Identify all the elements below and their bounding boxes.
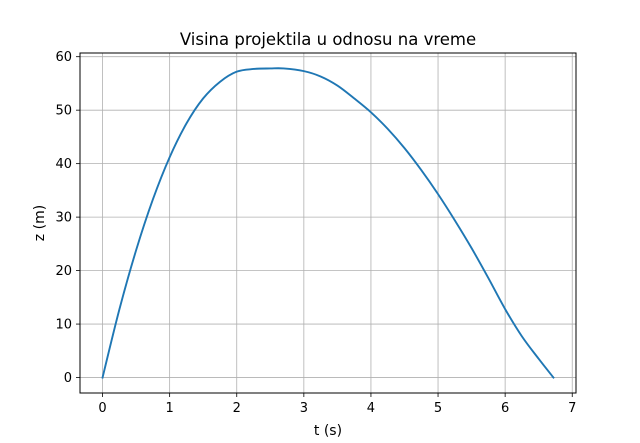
x-axis: 0 1 2 3 4 5 6 7 bbox=[98, 393, 576, 416]
x-tick-label: 0 bbox=[98, 401, 106, 416]
x-tick-label: 1 bbox=[166, 401, 174, 416]
x-tick-label: 4 bbox=[367, 401, 375, 416]
y-tick-label: 40 bbox=[55, 157, 72, 172]
y-axis-label: z (m) bbox=[32, 205, 48, 241]
x-tick-label: 3 bbox=[300, 401, 308, 416]
y-tick-label: 0 bbox=[64, 371, 72, 386]
series-line bbox=[101, 67, 555, 379]
y-tick-label: 20 bbox=[55, 264, 72, 279]
chart-title: Visina projektila u odnosu na vreme bbox=[180, 30, 476, 49]
x-tick-label: 2 bbox=[233, 401, 241, 416]
y-tick-label: 10 bbox=[55, 318, 72, 333]
y-tick-label: 50 bbox=[55, 104, 72, 119]
plot-frame bbox=[79, 52, 577, 394]
grid bbox=[80, 53, 576, 393]
x-axis-label: t (s) bbox=[314, 423, 342, 439]
y-tick-label: 60 bbox=[55, 50, 72, 65]
y-axis: 0 10 20 30 40 50 60 bbox=[55, 50, 80, 386]
x-tick-label: 6 bbox=[501, 401, 509, 416]
y-tick-label: 30 bbox=[55, 211, 72, 226]
series-layer bbox=[101, 67, 555, 379]
x-tick-label: 5 bbox=[434, 401, 442, 416]
x-tick-label: 7 bbox=[568, 401, 576, 416]
